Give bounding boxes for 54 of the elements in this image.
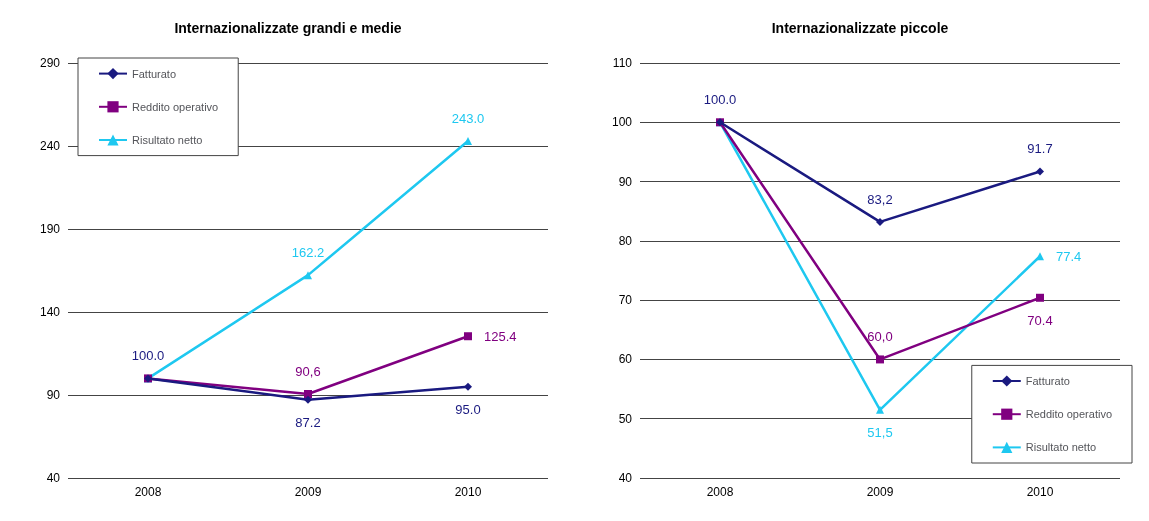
legend-label: Risultato netto (132, 134, 203, 146)
legend-label: Fatturato (1025, 375, 1070, 387)
x-tick-label: 2008 (706, 485, 734, 499)
y-tick-label: 40 (618, 471, 633, 485)
y-tick-label: 190 (39, 222, 61, 236)
chart-title: Internazionalizzate grandi e medie (174, 20, 402, 36)
point (876, 405, 884, 414)
legend-label: Reddito operativo (132, 100, 219, 113)
y-tick-label: 240 (39, 139, 61, 153)
data-label: 60,0 (867, 329, 893, 345)
y-tick-label: 70 (618, 293, 633, 308)
point (1036, 252, 1044, 261)
y-tick-label: 110 (612, 56, 633, 70)
legend-label: Fatturato (132, 67, 177, 80)
point (304, 271, 312, 280)
data-label: 51,5 (867, 424, 893, 440)
data-label: 125.4 (484, 328, 517, 344)
x-tick-label: 2009 (294, 485, 322, 499)
data-label: 83,2 (867, 191, 893, 207)
x-tick-label: 2009 (866, 485, 894, 499)
legend-label: Risultato netto (1025, 441, 1097, 454)
point (464, 137, 472, 146)
y-tick-label: 90 (618, 174, 633, 189)
data-label: 77.4 (1056, 248, 1082, 264)
y-tick-label: 100 (611, 115, 633, 130)
point (464, 382, 472, 391)
y-tick-label: 90 (46, 388, 61, 402)
data-label: 162.2 (291, 245, 325, 261)
y-tick-label: 140 (39, 305, 61, 319)
y-tick-label: 40 (46, 471, 61, 485)
x-tick-label: 2010 (1026, 485, 1054, 499)
data-label: 95.0 (455, 401, 481, 417)
data-label: 90,6 (295, 364, 321, 379)
point (876, 355, 884, 364)
legend-label: Reddito operativo (1025, 408, 1113, 421)
x-tick-label: 2008 (134, 485, 162, 499)
point (876, 217, 884, 226)
data-label: 70.4 (1027, 312, 1053, 328)
data-label: 87.2 (295, 414, 321, 430)
point (304, 395, 312, 404)
data-label: 100.0 (703, 92, 737, 108)
point (304, 390, 312, 398)
chart-title: Internazionalizzate piccole (771, 20, 949, 36)
point (1036, 167, 1044, 176)
y-tick-label: 50 (618, 411, 633, 426)
data-label: 100.0 (131, 348, 165, 364)
x-tick-label: 2010 (454, 485, 482, 499)
y-tick-label: 80 (618, 233, 633, 248)
point (1036, 293, 1044, 302)
point (464, 332, 472, 341)
y-tick-label: 290 (39, 56, 61, 70)
y-tick-label: 60 (618, 352, 633, 367)
data-label: 91.7 (1027, 141, 1053, 157)
data-label: 243.0 (451, 111, 485, 127)
